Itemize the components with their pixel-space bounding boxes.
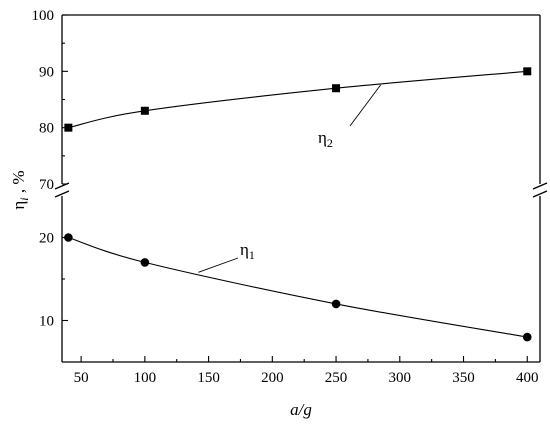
x-tick-label: 100 [134,370,157,386]
series-eta1-line [68,236,528,338]
y-tick-label-upper: 100 [32,8,55,24]
x-axis-title: a/g [290,400,312,419]
axis-break-mark-right-2 [532,190,548,198]
y-tick-label-upper: 90 [39,64,54,80]
series-eta2-point [523,67,532,76]
axis-ticks [62,14,528,362]
series-eta2-label: η2 [318,128,333,150]
series-eta1-point [331,299,341,309]
x-tick-label: 200 [261,370,284,386]
y-axis-title: ηi , % [9,170,31,209]
y-tick-label-lower: 10 [39,314,54,330]
x-tick-label: 400 [516,370,539,386]
series-eta2-leader [349,84,382,127]
x-tick-label: 250 [325,370,348,386]
axis-break-mark-right-1 [532,182,548,190]
series-eta2-point [140,106,149,115]
series-eta1-point [522,332,532,342]
series-eta1-leader [198,257,239,273]
series-curves [68,70,528,338]
y-tick-label-upper: 70 [39,177,54,193]
x-tick-label: 150 [197,370,220,386]
plot-frame [54,14,548,363]
series-eta1-point [140,258,150,267]
labels: 50 100 150 200 250 300 350 400 70 80 90 100 10 20 η2 η1… [9,8,539,419]
axis-break-mark-left-2 [54,190,70,198]
x-tick-label: 350 [452,370,475,386]
x-tick-label: 50 [74,370,89,386]
x-tick-label: 300 [389,370,412,386]
series-eta2-point [332,84,341,93]
series-eta2-point [64,123,73,132]
series-eta2-line [68,70,528,129]
y-tick-label-upper: 80 [39,121,54,137]
data-markers [64,67,532,342]
series-eta1-label: η1 [240,240,255,262]
series-eta1-point [64,233,73,242]
y-tick-label-lower: 20 [39,231,54,247]
